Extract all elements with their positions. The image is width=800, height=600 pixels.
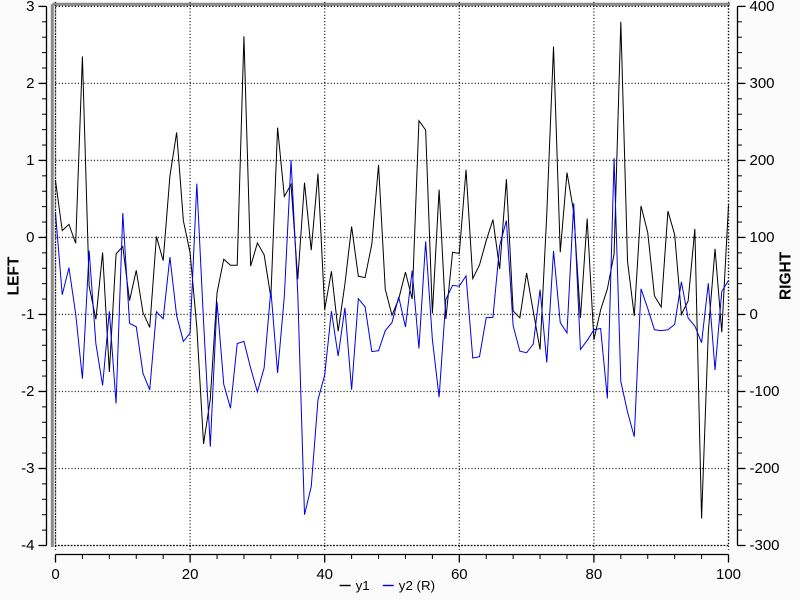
svg-text:0: 0 xyxy=(51,566,59,583)
svg-text:100: 100 xyxy=(716,566,741,583)
svg-text:-4: -4 xyxy=(21,537,34,554)
svg-text:-300: -300 xyxy=(750,537,780,554)
svg-text:200: 200 xyxy=(750,152,775,169)
svg-text:-2: -2 xyxy=(21,383,34,400)
svg-text:80: 80 xyxy=(586,566,603,583)
svg-text:0: 0 xyxy=(26,229,34,246)
svg-text:60: 60 xyxy=(451,566,468,583)
svg-text:y2 (R): y2 (R) xyxy=(399,578,435,593)
svg-text:-3: -3 xyxy=(21,460,34,477)
svg-text:40: 40 xyxy=(316,566,333,583)
svg-text:-200: -200 xyxy=(750,460,780,477)
svg-text:400: 400 xyxy=(750,0,775,15)
svg-text:y1: y1 xyxy=(356,578,370,593)
svg-text:20: 20 xyxy=(182,566,199,583)
svg-text:-100: -100 xyxy=(750,383,780,400)
svg-text:LEFT: LEFT xyxy=(6,256,23,295)
svg-text:3: 3 xyxy=(26,0,34,15)
svg-text:0: 0 xyxy=(750,306,758,323)
svg-text:-1: -1 xyxy=(21,306,34,323)
svg-text:RIGHT: RIGHT xyxy=(778,251,795,300)
svg-text:300: 300 xyxy=(750,75,775,92)
svg-text:2: 2 xyxy=(26,75,34,92)
svg-text:1: 1 xyxy=(26,152,34,169)
svg-text:100: 100 xyxy=(750,229,775,246)
